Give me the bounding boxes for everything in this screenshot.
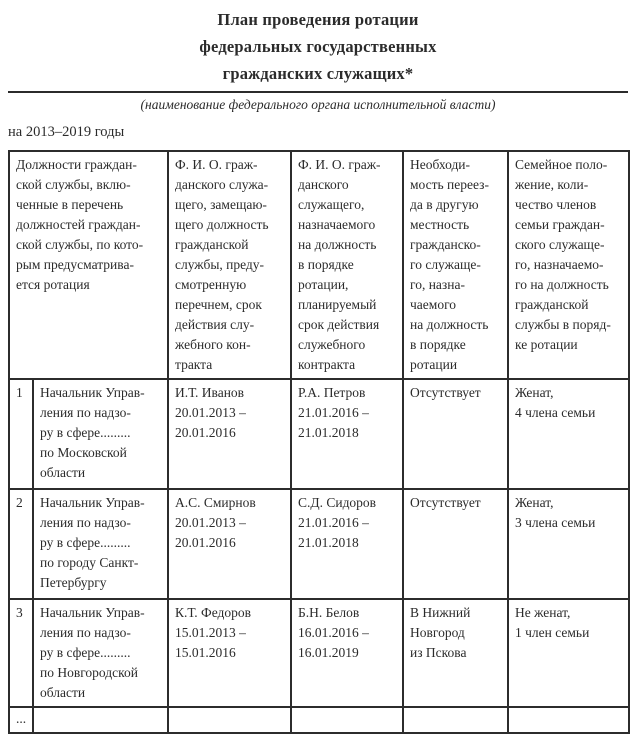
cell-family-status: Женат, 4 члена семьи [507,378,630,490]
org-name-caption: (наименование федерального органа исполн… [140,97,496,112]
document-title: План проведения ротации федеральных госу… [8,6,628,87]
document-title-line-1: План проведения ротации [217,10,419,29]
row-number: ... [8,706,34,734]
cell-position: Начальник Управ- ления по надзо- ру в сф… [32,488,169,600]
row-number: 1 [8,378,34,490]
header-family-status-column: Семейное поло- жение, коли- чество члено… [507,150,630,380]
cell-position [32,706,169,734]
rotation-plan-table: Должности граждан- ской службы, вклю- че… [8,150,630,734]
table-header-row: Должности граждан- ской службы, вклю- че… [8,150,630,380]
cell-family-status: Женат, 3 члена семьи [507,488,630,600]
header-relocation-need-column: Необходи- мость переез- да в другую мест… [402,150,509,380]
header-appointed-servant-column: Ф. И. О. граж- данского служащего, назна… [290,150,404,380]
table-row: 3 Начальник Управ- ления по надзо- ру в … [8,598,630,708]
cell-relocation-need [402,706,509,734]
document-title-line-3: гражданских служащих* [222,64,414,83]
cell-current-servant: А.С. Смирнов 20.01.2013 – 20.01.2016 [167,488,292,600]
cell-appointed-servant: Б.Н. Белов 16.01.2016 – 16.01.2019 [290,598,404,708]
row-number: 2 [8,488,34,600]
cell-appointed-servant [290,706,404,734]
cell-position: Начальник Управ- ления по надзо- ру в сф… [32,378,169,490]
cell-family-status: Не женат, 1 член семьи [507,598,630,708]
cell-relocation-need: Отсутствует [402,378,509,490]
cell-family-status [507,706,630,734]
cell-current-servant: К.Т. Федоров 15.01.2013 – 15.01.2016 [167,598,292,708]
table-row: 1 Начальник Управ- ления по надзо- ру в … [8,378,630,490]
signature-rule [8,91,628,93]
cell-relocation-need: Отсутствует [402,488,509,600]
document-title-line-2: федеральных государственных [199,37,437,56]
header-current-servant-column: Ф. И. О. граж- данского служа- щего, зам… [167,150,292,380]
row-number: 3 [8,598,34,708]
cell-position: Начальник Управ- ления по надзо- ру в сф… [32,598,169,708]
cell-relocation-need: В Нижний Новгород из Пскова [402,598,509,708]
cell-appointed-servant: Р.А. Петров 21.01.2016 – 21.01.2018 [290,378,404,490]
cell-appointed-servant: С.Д. Сидоров 21.01.2016 – 21.01.2018 [290,488,404,600]
cell-current-servant [167,706,292,734]
period-line: на 2013–2019 годы [8,124,125,140]
table-row: 2 Начальник Управ- ления по надзо- ру в … [8,488,630,600]
header-position-column: Должности граждан- ской службы, вклю- че… [8,150,169,380]
table-row-ellipsis: ... [8,706,630,734]
cell-current-servant: И.Т. Иванов 20.01.2013 – 20.01.2016 [167,378,292,490]
